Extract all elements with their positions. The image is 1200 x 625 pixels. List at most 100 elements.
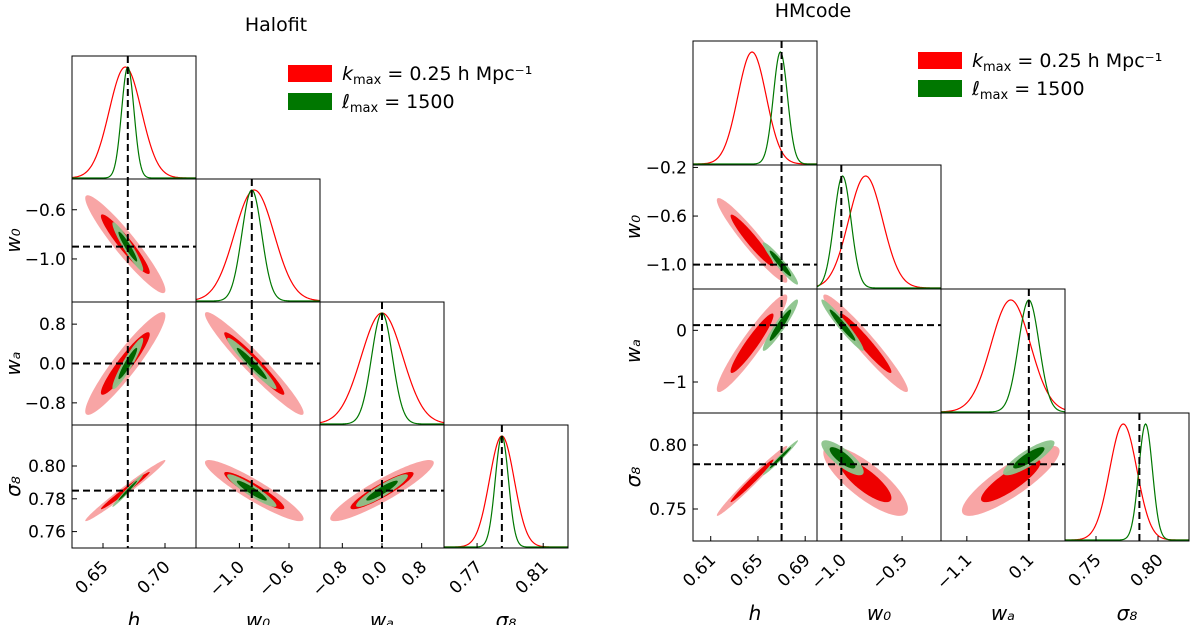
- marginal-curve-series-1: [196, 189, 320, 302]
- panel-h-vs-wa: 0 −1: [662, 288, 818, 414]
- panel-h-vs-w0: −0.6 −1.0: [25, 178, 197, 303]
- x-axis-label-h: h: [749, 601, 762, 625]
- x-tick-label: 0.61: [679, 550, 720, 591]
- panel-wa-marginal: [319, 301, 445, 426]
- y-axis-label-sigma8: σ₈: [1, 476, 25, 497]
- contour-series-0-inner: [730, 313, 774, 373]
- y-tick-label: 0.78: [28, 490, 66, 510]
- x-tick-label: −0.6: [255, 557, 298, 600]
- marginal-curve-series-1: [1065, 423, 1189, 541]
- x-axis-label-w0: w₀: [867, 601, 891, 625]
- legend-symbol: k: [972, 50, 984, 72]
- panel-w0-vs-sigma8: −1.0 −0.5: [808, 412, 942, 594]
- panel-frame: [195, 178, 321, 303]
- x-tick-label: 0.75: [1065, 550, 1106, 591]
- x-axis-label-h: h: [128, 608, 141, 625]
- marginal-curve-series-1: [72, 66, 196, 179]
- legend-subscript: max: [353, 73, 382, 88]
- contour-series-0-inner: [730, 214, 774, 267]
- panel-frame: [692, 40, 818, 166]
- marginal-curve-series-0: [72, 66, 196, 179]
- x-tick-label: 0.65: [727, 550, 768, 591]
- marginal-curve-series-0: [817, 175, 941, 289]
- legend-swatch-series-0: [288, 65, 332, 82]
- x-tick-label: 0.70: [134, 557, 175, 598]
- contour-series-0-inner: [730, 459, 774, 503]
- x-tick-label: 0.80: [1127, 550, 1168, 591]
- x-axis-label-sigma8: σ₈: [1117, 601, 1138, 625]
- panel-frame: [443, 424, 569, 549]
- marginal-curve-series-1: [941, 299, 1065, 413]
- marginal-curve-series-1: [444, 435, 568, 548]
- y-tick-label: −1: [662, 373, 687, 393]
- y-tick-label: −0.6: [646, 207, 687, 227]
- legend-label-series-0: kmax = 0.25 h Mpc⁻¹: [342, 63, 532, 88]
- y-tick-label: −0.6: [25, 201, 66, 221]
- panel-h-vs-wa: 0.8 0.0 −0.8: [25, 301, 197, 426]
- panel-sigma8-marginal: 0.77 0.81: [443, 424, 569, 598]
- legend-symbol: k: [342, 63, 354, 85]
- x-axis-label-wa: wₐ: [991, 601, 1015, 625]
- y-tick-label: 0.80: [649, 436, 687, 456]
- triangle-plot-hmcode: HMcode −0.2 −0.6 −1.0 0 −1 0.80 0.75 0.61 0.65 0.6…: [621, 0, 1190, 625]
- panel-wa-vs-sigma8: −1.1 0.1: [933, 412, 1066, 594]
- contour-series-1-inner: [769, 309, 792, 341]
- contour-series-0-inner: [839, 313, 892, 373]
- y-axis-label-wa: wₐ: [1, 351, 25, 375]
- triangle-plot-halofit: Halofit−0.6−1.00.80.0−0.80.800.780.760.6…: [1, 14, 569, 625]
- panel-w0-marginal: [816, 164, 942, 290]
- y-axis-label-sigma8: σ₈: [621, 467, 645, 488]
- x-tick-label: −1.0: [808, 550, 851, 593]
- legend-symbol: ℓ: [971, 78, 980, 100]
- legend-label-series-1: ℓmax = 1500: [971, 78, 1085, 103]
- panel-h-vs-w0: −0.2 −0.6 −1.0: [646, 158, 818, 290]
- marginal-curve-series-1: [693, 51, 817, 165]
- y-tick-label: −1.0: [646, 256, 687, 276]
- panel-h-marginal: [692, 40, 818, 166]
- panel-w0-vs-sigma8: −1.0 −0.6: [195, 424, 321, 601]
- y-tick-label: −1.0: [25, 250, 66, 270]
- x-axis-label-w0: w₀: [246, 608, 270, 625]
- marginal-curve-series-0: [196, 189, 320, 302]
- legend-swatch-series-0: [918, 52, 962, 69]
- legend-value: = 0.25 h Mpc⁻¹: [381, 63, 532, 85]
- marginal-curve-series-0: [1065, 423, 1189, 541]
- y-tick-label: 0.8: [39, 315, 66, 335]
- panel-wa-marginal: [940, 288, 1066, 414]
- panel-w0-vs-wa: [816, 288, 942, 414]
- marginal-curve-series-1: [817, 175, 941, 289]
- contour-series-1-inner: [769, 250, 792, 277]
- x-tick-label: 0.0: [358, 557, 391, 590]
- x-tick-label: 0.1: [1005, 550, 1038, 583]
- y-tick-label: −0.2: [646, 158, 687, 178]
- y-axis-label-w0: w₀: [621, 215, 645, 239]
- y-tick-label: 0: [676, 321, 687, 341]
- marginal-curve-series-0: [693, 51, 817, 165]
- x-tick-label: 0.77: [446, 557, 487, 598]
- legend-swatch-series-1: [918, 80, 962, 97]
- legend-label-series-0: kmax = 0.25 h Mpc⁻¹: [972, 50, 1162, 75]
- panel-frame: [692, 164, 818, 290]
- legend-value: = 1500: [1008, 78, 1084, 100]
- legend-subscript: max: [980, 88, 1009, 103]
- panel-frame: [816, 164, 942, 290]
- y-axis-label-wa: wₐ: [621, 339, 645, 363]
- y-tick-label: 0.76: [28, 523, 66, 543]
- panel-wa-vs-sigma8: −0.8 0.0 0.8: [309, 424, 445, 601]
- legend-swatch-series-1: [288, 93, 332, 110]
- y-tick-label: −0.8: [25, 394, 66, 414]
- legend-label-series-1: ℓmax = 1500: [341, 91, 455, 116]
- panel-w0-marginal: [195, 178, 321, 303]
- panel-h-vs-sigma8: 0.80 0.78 0.76 0.65 0.70: [28, 424, 197, 598]
- panel-h-vs-sigma8: 0.80 0.75 0.61 0.65 0.69: [649, 412, 818, 591]
- panel-w0-vs-wa: [195, 301, 321, 426]
- x-tick-label: 0.65: [72, 557, 113, 598]
- legend-subscript: max: [983, 60, 1012, 75]
- legend-value: = 0.25 h Mpc⁻¹: [1011, 50, 1162, 72]
- x-axis-label-sigma8: σ₈: [496, 608, 517, 625]
- legend: kmax = 0.25 h Mpc⁻¹ ℓmax = 1500: [288, 63, 532, 116]
- y-tick-label: 0.75: [649, 500, 687, 520]
- plot-title: HMcode: [775, 0, 852, 22]
